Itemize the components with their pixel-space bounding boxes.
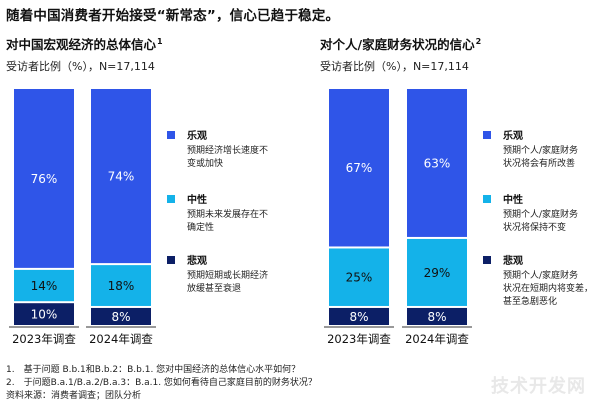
legend-desc-neutral-2: 预期个人/家庭财务状况将保持不变 <box>503 208 578 233</box>
legend-label-neutral-1: 中性 <box>187 193 207 206</box>
legend-swatch-optimistic-1 <box>167 131 175 139</box>
legend-label-optimistic-1: 乐观 <box>187 129 207 142</box>
legend-swatch-optimistic-2 <box>483 131 491 139</box>
right-panel-subtitle: 受访者比例（%），N=17,114 <box>320 60 469 73</box>
footnote-2: 2. 于问题B.a.1/B.a.2/B.a.3：B.a.1. 您如何看待自己家庭… <box>6 378 317 388</box>
legend-desc-optimistic-1: 预期经济增长速度不变或加快 <box>187 144 268 169</box>
left-panel-title: 对中国宏观经济的总体信心1 <box>6 34 163 53</box>
left-panel-subtitle: 受访者比例（%），N=17,114 <box>6 60 155 73</box>
category-label-2-1: 2023年调查 <box>327 332 391 346</box>
legend-label-optimistic-2: 乐观 <box>503 129 523 142</box>
footnote-1: 1. 基于问题 B.b.1和B.b.2：B.b.1. 您对中国经济的总体信心水平… <box>6 365 301 375</box>
legend-desc-neutral-1: 预期未来发展存在不确定性 <box>187 208 268 233</box>
data-label-neutral-1-1: 14% <box>31 279 58 293</box>
data-label-neutral-1-2: 18% <box>108 279 135 293</box>
bar-segment-pessimistic-1-1 <box>14 303 74 325</box>
bar-segment-neutral-1-2 <box>91 265 151 306</box>
category-label-1-2: 2024年调查 <box>89 332 153 346</box>
bar-segment-pessimistic-2-2 <box>407 307 467 325</box>
legend-label-pessimistic-1: 悲观 <box>187 254 207 267</box>
data-label-optimistic-2-1: 67% <box>346 161 373 175</box>
left-panel-title-note: 1 <box>157 36 163 46</box>
legend-desc-optimistic-2: 预期个人/家庭财务状况将会有所改善 <box>503 144 578 169</box>
data-label-optimistic-1-2: 74% <box>108 170 135 184</box>
left-panel-title-text: 对中国宏观经济的总体信心 <box>6 37 157 52</box>
legend-swatch-pessimistic-2 <box>483 256 491 264</box>
legend-label-pessimistic-2: 悲观 <box>503 254 523 267</box>
right-panel-title-text: 对个人/家庭财务状况的信心 <box>320 37 475 52</box>
data-label-neutral-2-2: 29% <box>424 266 451 280</box>
legend-desc-pessimistic-1: 预期短期或长期经济放缓甚至衰退 <box>187 269 268 294</box>
legend-swatch-neutral-2 <box>483 195 491 203</box>
bar-segment-optimistic-1-1 <box>14 89 74 268</box>
legend-swatch-pessimistic-1 <box>167 256 175 264</box>
data-label-pessimistic-2-2: 8% <box>427 310 446 324</box>
bar-segment-optimistic-1-2 <box>91 89 151 264</box>
bar-segment-pessimistic-1-2 <box>91 307 151 325</box>
source-note: 资料来源：消费者调查；团队分析 <box>6 391 142 401</box>
right-panel-title: 对个人/家庭财务状况的信心2 <box>320 34 481 53</box>
data-label-pessimistic-2-1: 8% <box>349 310 368 324</box>
category-label-1-1: 2023年调查 <box>12 332 76 346</box>
category-label-2-2: 2024年调查 <box>405 332 469 346</box>
bar-segment-neutral-2-2 <box>407 238 467 306</box>
bar-segment-neutral-2-1 <box>329 248 389 306</box>
bar-segment-optimistic-2-2 <box>407 89 467 237</box>
legend-desc-pessimistic-2: 预期个人/家庭财务状况在短期内将变差，甚至急剧恶化 <box>503 269 593 307</box>
data-label-optimistic-1-1: 76% <box>31 172 58 186</box>
legend-label-neutral-2: 中性 <box>503 193 523 206</box>
bar-segment-pessimistic-2-1 <box>329 307 389 325</box>
bar-segment-neutral-1-1 <box>14 269 74 302</box>
data-label-pessimistic-1-1: 10% <box>31 308 58 322</box>
watermark: 技术开发网 <box>491 376 586 397</box>
data-label-neutral-2-1: 25% <box>346 271 373 285</box>
data-label-optimistic-2-2: 63% <box>424 156 451 170</box>
headline: 随着中国消费者开始接受“新常态”，信心已趋于稳定。 <box>6 8 340 24</box>
bar-segment-optimistic-2-1 <box>329 89 389 247</box>
right-panel-title-note: 2 <box>475 36 482 46</box>
data-label-pessimistic-1-2: 8% <box>111 310 130 324</box>
legend-swatch-neutral-1 <box>167 195 175 203</box>
